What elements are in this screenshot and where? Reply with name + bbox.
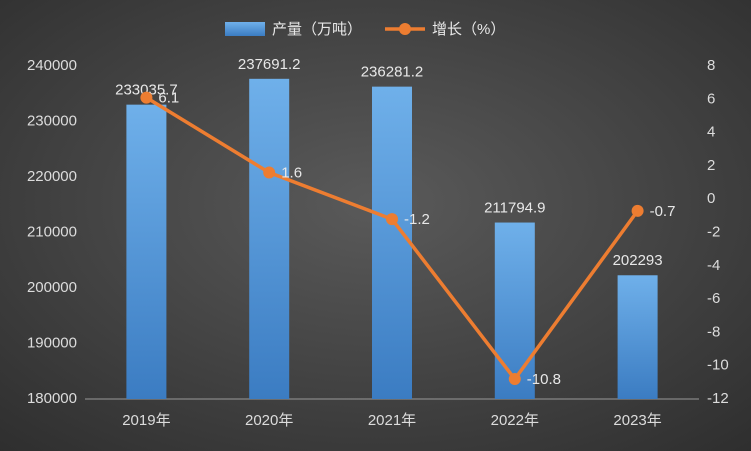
y2-tick-label: -10 bbox=[707, 357, 729, 374]
line-point bbox=[631, 204, 644, 217]
y2-tick-label: -12 bbox=[707, 390, 729, 407]
x-tick-label: 2020年 bbox=[245, 412, 293, 429]
line-point bbox=[508, 373, 521, 386]
y-tick-label: 220000 bbox=[27, 168, 77, 185]
line-point bbox=[263, 166, 276, 179]
bar-value-label: 211794.9 bbox=[484, 200, 545, 217]
y-tick-label: 210000 bbox=[27, 223, 77, 240]
bar-value-label: 236281.2 bbox=[361, 64, 424, 81]
bar-value-label: 233035.7 bbox=[115, 82, 178, 99]
y-tick-label: 240000 bbox=[27, 57, 77, 74]
line-point bbox=[386, 213, 398, 226]
y2-tick-label: -4 bbox=[707, 257, 720, 274]
line-value-label: -0.7 bbox=[650, 203, 676, 220]
x-tick-label: 2022年 bbox=[491, 412, 539, 429]
x-tick-label: 2021年 bbox=[368, 412, 416, 429]
line-value-label: 6.1 bbox=[158, 90, 179, 107]
bar-value-label: 202293 bbox=[613, 252, 663, 269]
y-tick-label: 200000 bbox=[27, 279, 77, 296]
y2-tick-label: -8 bbox=[707, 323, 720, 340]
bar bbox=[126, 104, 167, 400]
y-tick-label: 230000 bbox=[27, 112, 77, 129]
y2-tick-label: -6 bbox=[707, 290, 720, 307]
bar bbox=[372, 86, 412, 399]
legend-label: 增长（%） bbox=[432, 21, 505, 38]
line-value-label: -1.2 bbox=[404, 211, 430, 228]
bar-value-label: 237691.2 bbox=[238, 56, 301, 73]
y2-tick-label: 0 bbox=[707, 190, 715, 207]
bar bbox=[494, 222, 535, 399]
y2-tick-label: 4 bbox=[707, 124, 715, 141]
y2-tick-label: 2 bbox=[707, 157, 715, 174]
legend-label: 产量（万吨） bbox=[272, 21, 362, 38]
line-value-label: 1.6 bbox=[281, 165, 302, 182]
legend-swatch bbox=[225, 22, 265, 36]
x-tick-label: 2023年 bbox=[613, 412, 661, 429]
y-tick-label: 180000 bbox=[27, 390, 77, 407]
x-tick-label: 2019年 bbox=[122, 412, 170, 429]
legend-swatch bbox=[399, 23, 411, 35]
y-tick-label: 190000 bbox=[27, 334, 77, 351]
line-value-label: -10.8 bbox=[527, 371, 561, 388]
y2-tick-label: 8 bbox=[707, 57, 715, 74]
y2-tick-label: -2 bbox=[707, 223, 720, 240]
line-point bbox=[140, 91, 153, 104]
bar bbox=[617, 275, 658, 399]
y2-tick-label: 6 bbox=[707, 90, 715, 107]
bar bbox=[249, 78, 290, 399]
